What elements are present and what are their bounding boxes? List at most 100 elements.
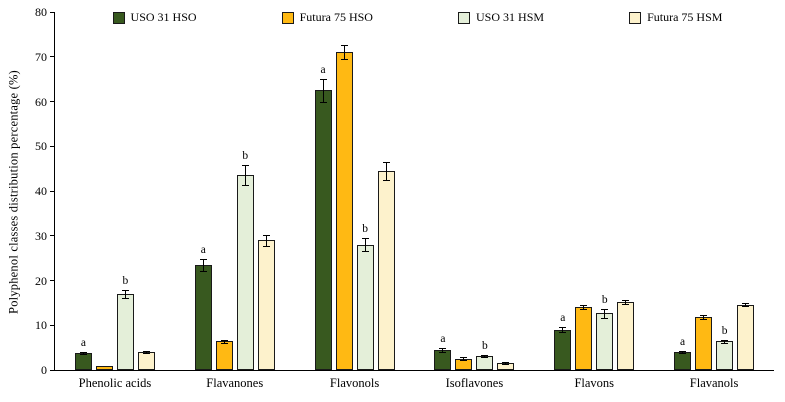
bar xyxy=(257,240,275,370)
significance-letter: b xyxy=(122,275,129,288)
legend-label: USO 31 HSM xyxy=(476,10,545,24)
y-tick-label: 40 xyxy=(35,184,47,198)
error-bar-cap xyxy=(700,318,708,320)
error-bar-cap xyxy=(361,250,369,252)
error-bar xyxy=(463,357,465,361)
error-bar-cap xyxy=(220,342,228,344)
error-bar xyxy=(202,259,204,271)
significance-letter: a xyxy=(680,335,686,348)
error-bar xyxy=(343,45,345,60)
y-tick-mark xyxy=(50,145,54,147)
legend-swatch-icon xyxy=(629,11,642,24)
y-tick-label: 20 xyxy=(35,273,47,288)
error-bar-cap xyxy=(199,259,207,261)
error-bar-cap xyxy=(559,331,567,333)
bar xyxy=(215,341,233,370)
error-bar-cap xyxy=(742,306,750,308)
error-bar-cap xyxy=(502,362,510,364)
error-bar-cap xyxy=(319,101,327,103)
error-bar-cap xyxy=(481,354,489,356)
error-bar-cap xyxy=(121,297,129,299)
error-bar-cap xyxy=(721,340,729,342)
y-tick-mark xyxy=(50,190,54,192)
error-bar-cap xyxy=(601,317,609,319)
error-bar-cap xyxy=(601,308,609,310)
error-bar-cap xyxy=(142,353,150,355)
x-category-label: Flavanones xyxy=(206,376,264,390)
bar xyxy=(194,264,212,370)
significance-letter: b xyxy=(482,339,488,352)
error-bar-cap xyxy=(721,342,729,344)
error-bar-cap xyxy=(382,179,390,181)
significance-letter: a xyxy=(440,333,446,346)
error-bar-cap xyxy=(262,234,270,236)
error-bar xyxy=(484,354,486,358)
bar xyxy=(737,304,755,370)
y-tick-mark xyxy=(50,235,54,237)
error-bar xyxy=(124,290,126,298)
bar xyxy=(434,349,452,370)
error-bar-cap xyxy=(79,354,87,356)
error-bar-cap xyxy=(622,299,630,301)
error-bar-cap xyxy=(679,353,687,355)
y-tick-label: 10 xyxy=(35,318,47,333)
x-category-label: Flavanols xyxy=(689,376,739,390)
error-bar xyxy=(244,165,246,186)
error-bar xyxy=(265,234,267,246)
bar xyxy=(575,306,593,370)
bar xyxy=(377,170,395,370)
error-bar xyxy=(625,299,627,305)
bar xyxy=(335,52,353,370)
error-bar xyxy=(724,340,726,343)
legend-item: USO 31 HSM xyxy=(458,10,544,25)
error-bar-cap xyxy=(241,185,249,187)
error-bar xyxy=(745,302,747,307)
y-tick-label: 50 xyxy=(35,139,47,154)
bar xyxy=(137,352,155,370)
legend-item: USO 31 HSO xyxy=(112,10,197,25)
x-category-label: Phenolic acids xyxy=(78,376,152,390)
error-bar-cap xyxy=(361,238,369,240)
error-bar-cap xyxy=(340,45,348,47)
error-bar-cap xyxy=(580,305,588,307)
significance-letter: a xyxy=(560,312,566,325)
x-category-label: Flavonols xyxy=(329,376,380,390)
y-tick-mark xyxy=(50,56,54,58)
error-bar xyxy=(223,340,225,343)
error-bar xyxy=(364,238,366,251)
bar xyxy=(95,365,113,370)
error-bar-cap xyxy=(79,351,87,353)
error-bar-cap xyxy=(142,350,150,352)
bar xyxy=(674,352,692,370)
error-bar-cap xyxy=(700,314,708,316)
y-tick-label: 60 xyxy=(35,94,47,109)
y-tick-mark xyxy=(50,11,54,13)
significance-letter: a xyxy=(320,64,326,77)
legend: USO 31 HSO Futura 75 HSO USO 31 HSM Futura … xyxy=(70,10,765,25)
error-bar xyxy=(682,350,684,354)
significance-letter: b xyxy=(242,150,249,163)
error-bar-cap xyxy=(742,302,750,304)
bar xyxy=(236,175,254,370)
error-bar-cap xyxy=(439,351,447,353)
bar xyxy=(356,244,374,370)
bar xyxy=(716,341,734,370)
error-bar-cap xyxy=(460,360,468,362)
significance-letter: a xyxy=(200,244,206,257)
error-bar-cap xyxy=(220,340,228,342)
legend-swatch-icon xyxy=(112,11,125,24)
y-tick-mark xyxy=(50,324,54,326)
error-bar-cap xyxy=(679,350,687,352)
legend-label: Futura 75 HSM xyxy=(647,10,723,24)
error-bar-cap xyxy=(439,348,447,350)
error-bar xyxy=(604,308,606,318)
error-bar-cap xyxy=(121,290,129,292)
y-tick-label: 0 xyxy=(41,363,47,377)
error-bar xyxy=(82,351,84,355)
x-category-label: Isoflavones xyxy=(445,376,504,390)
bar xyxy=(74,353,92,370)
legend-swatch-icon xyxy=(458,11,471,24)
legend-item: Futura 75 HSM xyxy=(629,10,722,25)
bar xyxy=(617,301,635,370)
bar xyxy=(695,316,713,370)
